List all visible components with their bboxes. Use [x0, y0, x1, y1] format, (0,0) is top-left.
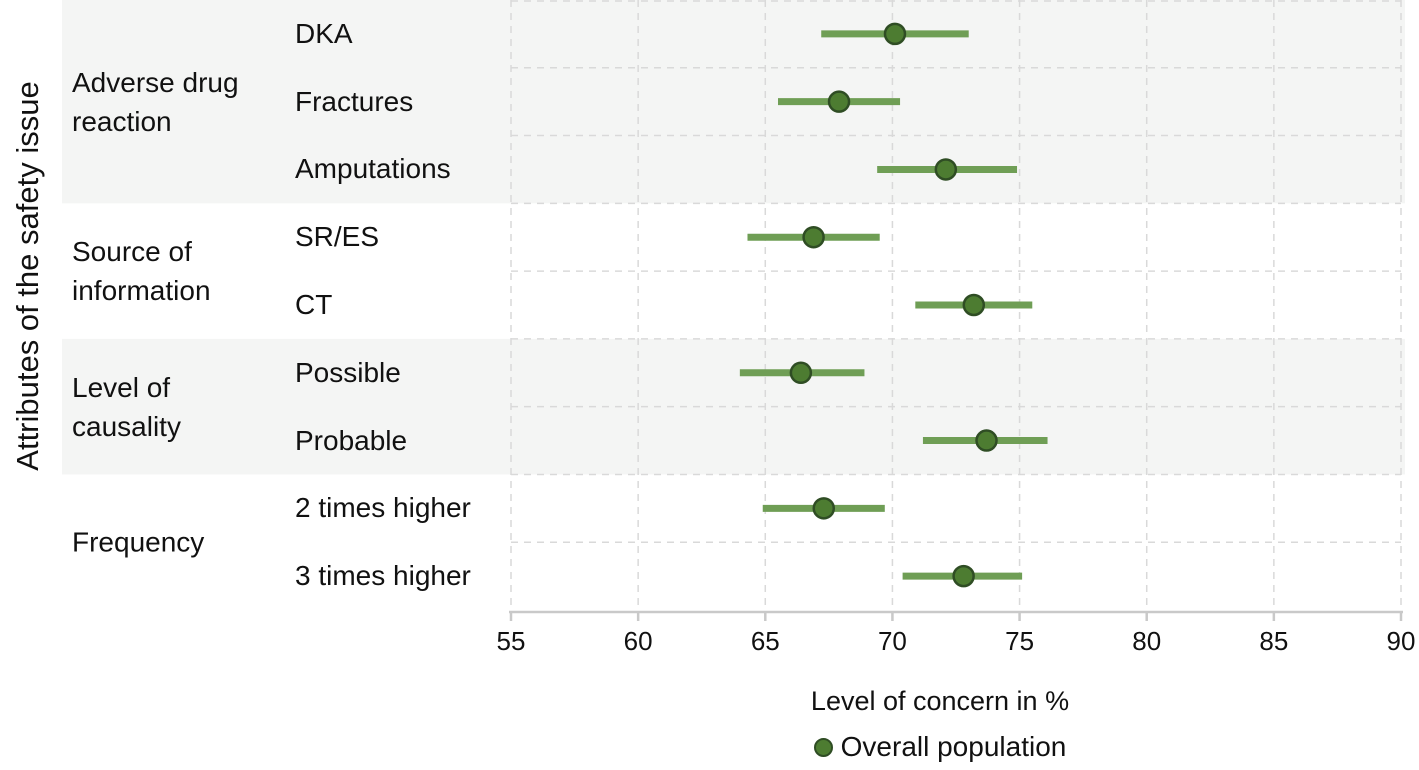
item-label: 3 times higher: [295, 560, 471, 592]
item-label: Possible: [295, 356, 401, 388]
point-marker: [789, 361, 813, 385]
item-label: Amputations: [295, 153, 451, 185]
point-marker: [975, 429, 998, 452]
legend-label: Overall population: [840, 731, 1067, 762]
x-tick-label: 60: [624, 626, 653, 656]
point-marker: [962, 293, 986, 317]
item-label: CT: [295, 289, 333, 320]
group-label: Source of information: [72, 235, 211, 307]
group-label: Level of causality: [72, 371, 181, 442]
x-tick-label: 70: [878, 626, 907, 656]
item-label: 2 times higher: [295, 492, 471, 524]
point-marker: [934, 158, 958, 181]
point-marker: [952, 564, 975, 588]
legend-marker-icon: [813, 737, 833, 757]
x-tick-label: 80: [1132, 626, 1161, 656]
x-axis-title: Level of concern in %: [810, 686, 1070, 716]
legend: Overall population: [495, 731, 1385, 763]
item-label: Fractures: [295, 85, 414, 117]
x-tick-label: 90: [1387, 626, 1416, 656]
chart-area: 55 60 65 70 75 80 85 90 Adverse drug reaction DKA…: [62, 0, 1416, 656]
x-tick-label: 55: [497, 626, 526, 656]
group-label: Adverse drug reaction: [72, 66, 239, 137]
item-label: SR/ES: [295, 221, 380, 253]
chart-svg: 55 60 65 70 75 80 85 90: [62, 0, 1416, 656]
group-label: Frequency: [72, 526, 205, 558]
point-marker: [802, 225, 825, 249]
item-label: Probable: [295, 424, 408, 456]
group-band: [62, 0, 1405, 204]
item-label: DKA: [295, 17, 353, 49]
point-marker: [883, 22, 907, 46]
x-tick-label: 75: [1005, 626, 1034, 656]
point-marker: [812, 497, 836, 520]
point-marker: [827, 90, 851, 113]
x-tick-label: 65: [751, 626, 780, 656]
x-tick-label: 85: [1259, 626, 1288, 656]
